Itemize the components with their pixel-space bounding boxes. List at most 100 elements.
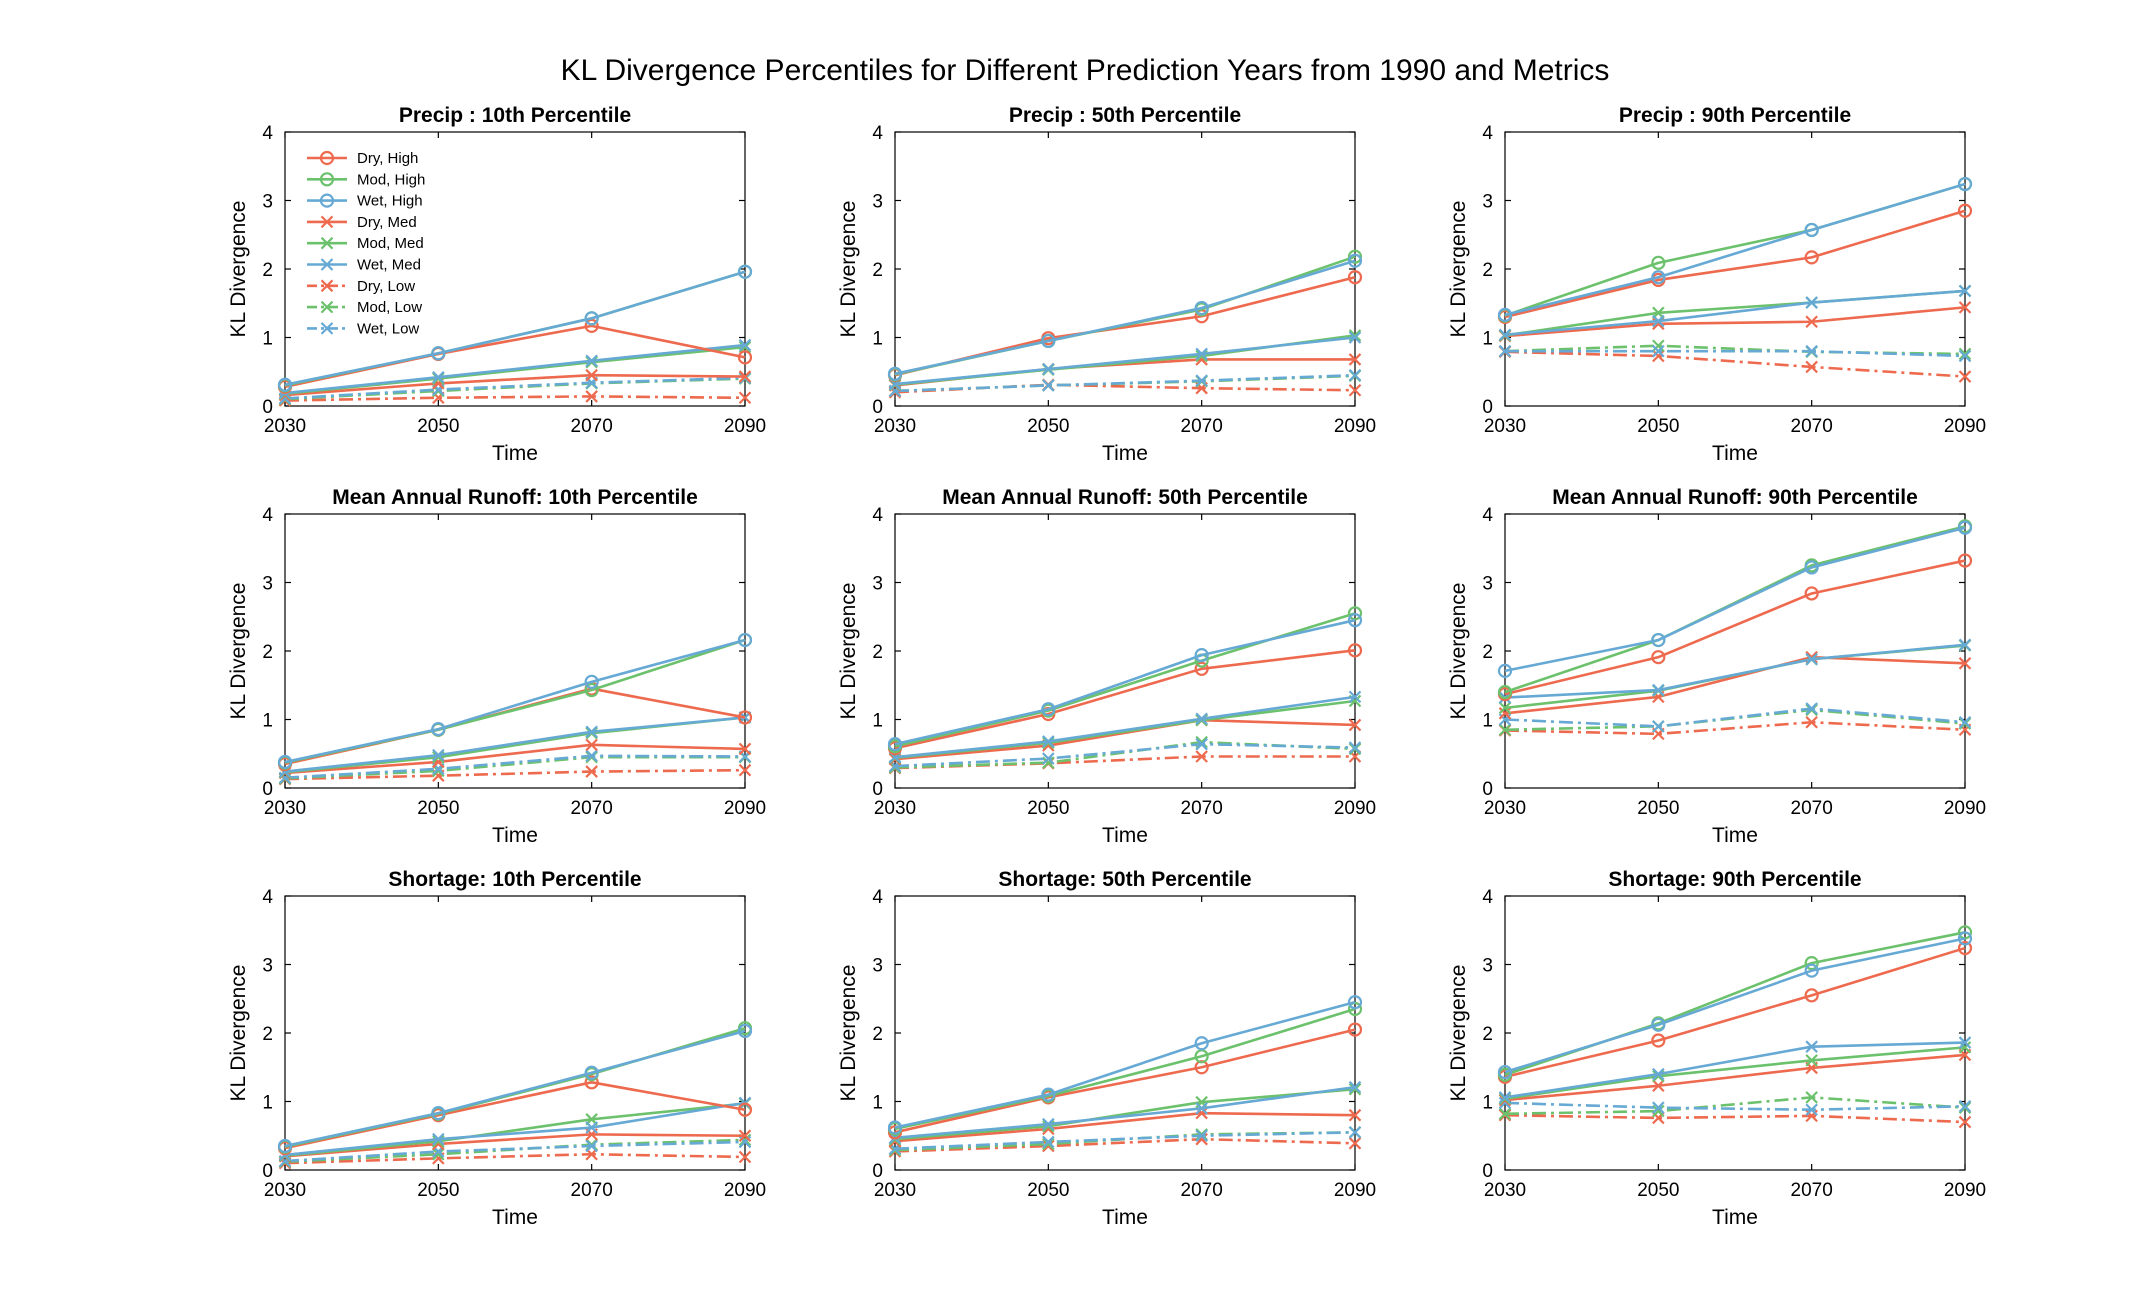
data-point [1957,203,1973,218]
y-axis-label: KL Divergence [837,583,860,720]
x-axis-label: Time [1712,824,1758,847]
y-tick-label: 1 [872,711,883,732]
data-point [737,1102,753,1117]
data-point [277,377,293,392]
y-tick-label: 0 [1482,397,1493,418]
series-line [1504,526,1966,673]
data-point [1348,718,1362,732]
data-point [738,391,752,405]
data-point [1957,925,1973,940]
data-point [1958,657,1972,670]
series-line [894,618,1356,746]
y-tick-label: 1 [872,1093,883,1114]
data-point [737,350,753,365]
series-line [1504,655,1966,715]
x-tick-label: 2050 [1027,416,1069,437]
data-point [1347,249,1363,264]
legend-label: Wet, Med [357,257,421,274]
series-line [894,1131,1356,1151]
y-tick-label: 0 [872,779,883,800]
data-point [1805,1103,1818,1116]
series-wet-high [277,264,753,392]
y-tick-label: 4 [1482,887,1493,908]
series-line [894,1000,1356,1129]
data-point [1042,362,1055,376]
legend-marker [320,236,334,250]
x-tick-label: 2030 [264,416,306,437]
data-point [1958,347,1972,361]
data-point [1498,723,1512,737]
data-point [738,1129,752,1143]
x-axis-label: Time [492,442,538,465]
data-point [1348,1126,1362,1139]
series-line [284,716,746,773]
series-wet-low [1498,702,1972,733]
data-point [1195,712,1208,726]
data-point [1957,176,1973,192]
x-tick-label: 2030 [874,1180,916,1201]
data-point [432,1134,445,1148]
series-line [284,373,746,397]
data-point [277,754,293,770]
series-line [1504,1113,1966,1124]
data-point [1347,253,1363,268]
data-point [1804,250,1819,265]
x-tick-label: 2090 [1334,1180,1376,1201]
data-point [1348,1137,1362,1150]
data-point [1805,344,1818,358]
data-point [1804,222,1819,238]
chart-panel: Shortage: 90th Percentile 0 1 2 3 4 2030 2050 20… [1447,868,1986,1229]
y-tick-label: 1 [262,711,273,732]
data-point [585,738,598,752]
legend-label: Dry, High [357,150,418,167]
data-point [1652,1079,1665,1093]
data-point [432,748,445,762]
data-point [1652,1067,1665,1081]
data-point [585,390,598,403]
chart-panel: Precip : 90th Percentile 0 1 2 3 4 2030 2050 207… [1447,104,1986,465]
legend-marker [320,215,334,229]
x-tick-label: 2030 [874,416,916,437]
data-point [1651,1017,1666,1032]
data-point [738,742,752,756]
chart-panel: Precip : 50th Percentile 0 1 2 3 4 2030 2050 207… [837,104,1376,465]
data-point [738,1150,752,1164]
x-axis-label: Time [492,1206,538,1229]
data-point [1042,1117,1055,1131]
series-wet-med [888,331,1362,391]
data-point [1348,1108,1362,1122]
data-point [277,1138,293,1154]
data-point [1652,314,1665,328]
legend-marker [319,172,335,187]
y-tick-label: 4 [262,887,273,908]
y-axis-label: KL Divergence [837,965,860,1102]
legend-item: Wet, Low [307,320,419,337]
series-line [1504,708,1966,732]
x-tick-label: 2030 [1484,1180,1526,1201]
panel-title: Shortage: 90th Percentile [1608,868,1861,891]
x-tick-label: 2070 [1181,416,1223,437]
y-tick-label: 0 [872,1161,883,1182]
series-line [1504,937,1966,1074]
y-tick-label: 3 [262,574,273,595]
x-tick-label: 2050 [417,416,459,437]
data-point [1498,701,1512,715]
data-point [737,1023,753,1039]
legend-marker [320,322,334,335]
x-tick-label: 2030 [264,798,306,819]
series-line [284,1140,746,1163]
data-point [1498,1091,1512,1104]
x-tick-label: 2070 [1791,1180,1833,1201]
data-point [1042,756,1055,769]
data-point [1651,270,1666,285]
y-tick-label: 3 [1482,192,1493,213]
series-line [894,755,1355,770]
series-line [1504,946,1966,1079]
y-tick-label: 4 [1482,123,1493,144]
data-point [1347,643,1363,658]
y-tick-label: 3 [872,956,883,977]
data-point [585,765,598,778]
data-point [1805,652,1818,666]
data-point [1804,963,1819,978]
data-point [1652,339,1665,352]
